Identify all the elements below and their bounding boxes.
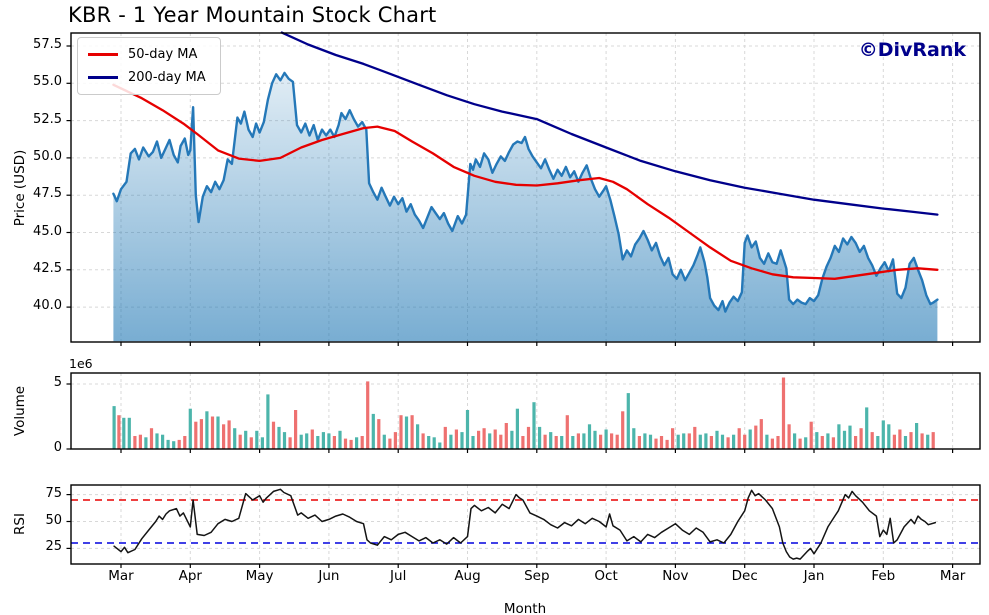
rsi-y-tick-label: 50 bbox=[45, 512, 62, 528]
x-tick-label-month: Sep bbox=[524, 568, 550, 584]
x-tick-label-month: Apr bbox=[178, 568, 202, 584]
page-title: KBR - 1 Year Mountain Stock Chart bbox=[68, 3, 437, 27]
price-y-tick-label: 55.0 bbox=[33, 74, 62, 90]
ma50-line-swatch bbox=[88, 53, 118, 56]
legend-label-ma50: 50-day MA bbox=[128, 47, 198, 62]
x-tick-label-month: Mar bbox=[939, 568, 966, 584]
ma200-line-swatch bbox=[88, 76, 118, 79]
rsi-y-tick-label: 75 bbox=[45, 485, 62, 501]
x-tick-label-month: Mar bbox=[108, 568, 134, 584]
x-tick-label-month: Dec bbox=[731, 568, 758, 584]
volume-scale-offset-label: 1e6 bbox=[69, 356, 93, 371]
watermark-divrank: ©DivRank bbox=[858, 39, 966, 61]
volume-axis-label: Volume bbox=[12, 385, 28, 437]
legend-item-ma50: 50-day MA bbox=[88, 43, 206, 66]
volume-y-tick-label: 5 bbox=[53, 375, 62, 390]
price-y-tick-label: 52.5 bbox=[33, 111, 62, 127]
x-tick-label-month: Nov bbox=[662, 568, 689, 584]
x-tick-label-month: Jun bbox=[318, 568, 340, 584]
legend-box: 50-day MA 200-day MA bbox=[77, 37, 221, 95]
legend-label-ma200: 200-day MA bbox=[128, 70, 206, 85]
x-axis-label: Month bbox=[503, 601, 547, 615]
x-tick-label-month: Aug bbox=[454, 568, 481, 584]
x-tick-label-month: Oct bbox=[594, 568, 618, 584]
price-y-tick-label: 50.0 bbox=[33, 148, 62, 164]
price-y-tick-label: 40.0 bbox=[33, 298, 62, 314]
legend-item-ma200: 200-day MA bbox=[88, 66, 206, 89]
x-tick-label-month: May bbox=[245, 568, 274, 584]
x-tick-label-month: Feb bbox=[871, 568, 896, 584]
rsi-y-tick-label: 25 bbox=[45, 539, 62, 555]
x-tick-label-month: Jul bbox=[390, 568, 407, 584]
x-tick-label-month: Jan bbox=[803, 568, 825, 584]
volume-y-tick-label: 0 bbox=[53, 440, 62, 455]
price-y-tick-label: 57.5 bbox=[33, 37, 62, 52]
price-y-tick-label: 45.0 bbox=[33, 223, 62, 239]
price-y-tick-label: 47.5 bbox=[33, 186, 62, 202]
price-y-tick-label: 42.5 bbox=[33, 260, 62, 276]
